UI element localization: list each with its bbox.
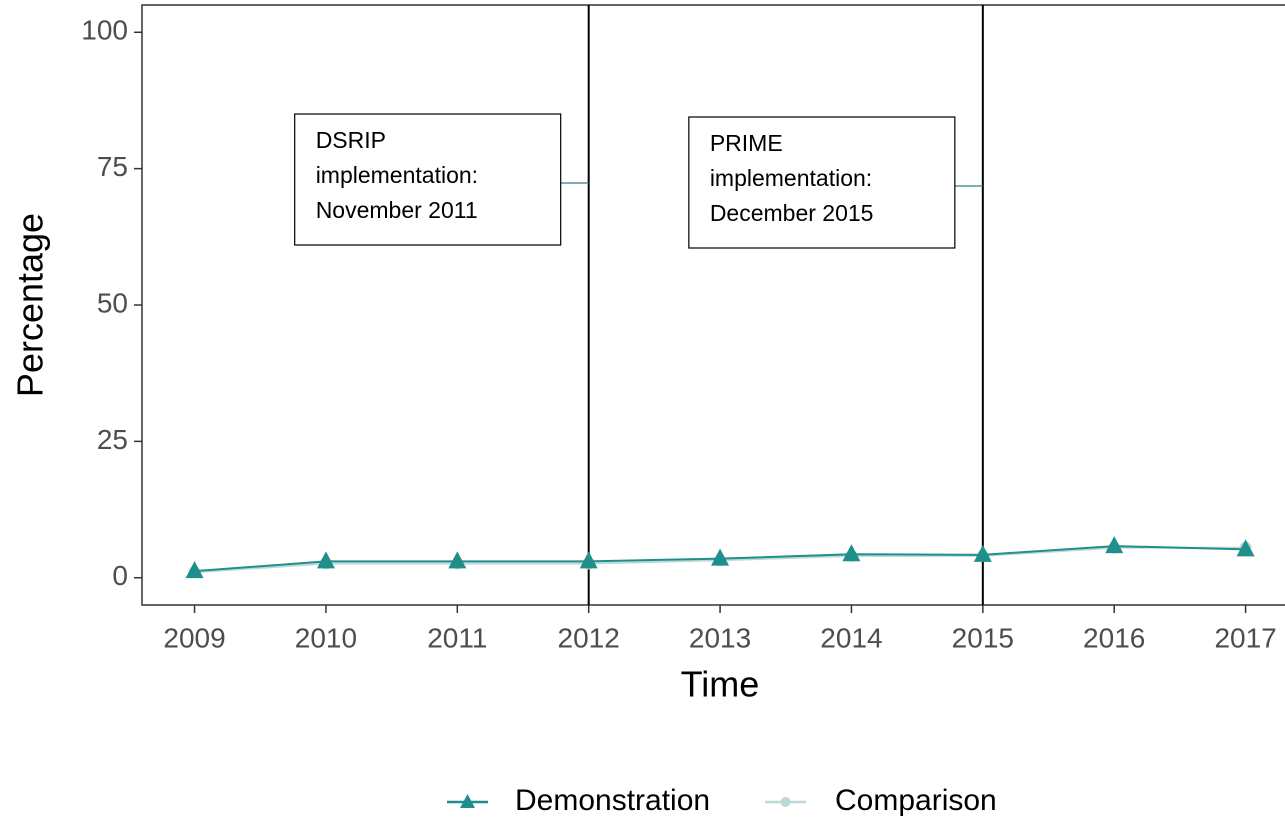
point — [1236, 539, 1255, 557]
point — [1105, 536, 1124, 554]
x-tick-label: 2013 — [689, 622, 751, 653]
y-tick-label: 100 — [81, 15, 128, 46]
annotation-text: December 2015 — [710, 200, 874, 226]
annotation-text: PRIME — [710, 130, 783, 156]
x-tick-label: 2009 — [163, 622, 225, 653]
point — [579, 551, 598, 569]
annotation-box — [688, 116, 956, 249]
y-tick-label: 0 — [112, 560, 128, 591]
panel-border — [141, 4, 1285, 606]
point — [973, 544, 992, 562]
point — [711, 548, 730, 566]
annotation-text: implementation: — [316, 162, 478, 188]
point — [842, 544, 861, 562]
x-tick-label: 2016 — [1083, 622, 1145, 653]
legend-marker — [780, 797, 791, 807]
legend-label: Comparison — [835, 784, 997, 817]
point — [448, 551, 467, 569]
x-tick-label: 2015 — [952, 622, 1014, 653]
y-tick-label: 50 — [97, 287, 128, 318]
x-tick-label: 2011 — [427, 622, 487, 653]
x-tick-label: 2014 — [820, 622, 882, 653]
annotation-box — [294, 113, 562, 246]
annotation-text: DSRIP — [316, 127, 386, 153]
x-tick-label: 2010 — [295, 622, 357, 653]
annotation-text: November 2011 — [316, 197, 478, 223]
x-tick-label: 2017 — [1214, 622, 1276, 653]
y-tick-label: 75 — [97, 151, 128, 182]
y-axis-title: Percentage — [10, 213, 51, 397]
point — [185, 561, 204, 579]
legend-marker — [460, 794, 475, 808]
annotation-text: implementation: — [710, 165, 872, 191]
x-tick-label: 2012 — [558, 622, 620, 653]
point — [316, 551, 335, 569]
legend-label: Demonstration — [515, 784, 710, 817]
x-axis-title: Time — [681, 664, 760, 705]
series — [185, 536, 1255, 579]
y-tick-label: 25 — [97, 424, 128, 455]
